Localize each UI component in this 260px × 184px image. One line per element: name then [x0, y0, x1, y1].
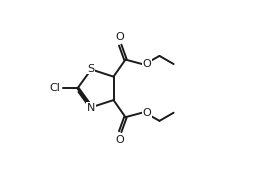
Text: O: O [143, 59, 152, 69]
Text: S: S [87, 64, 94, 74]
Text: N: N [87, 103, 95, 113]
Text: O: O [116, 135, 125, 145]
Text: O: O [116, 32, 125, 42]
Text: O: O [143, 108, 152, 118]
Text: Cl: Cl [49, 83, 60, 93]
